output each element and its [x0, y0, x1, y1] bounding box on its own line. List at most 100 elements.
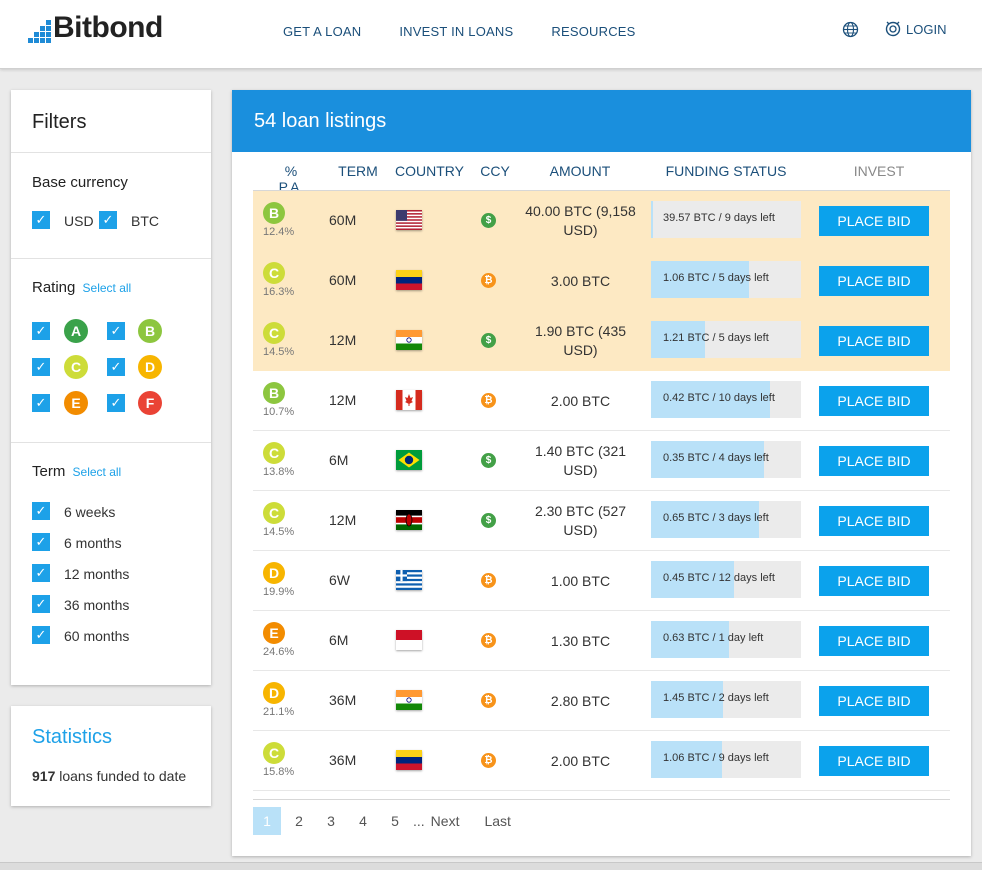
funding-status-text: 0.63 BTC / 1 day left — [663, 632, 764, 644]
funding-status-text: 0.35 BTC / 4 days left — [663, 452, 769, 464]
loans-funded-count: 917 — [32, 768, 56, 784]
table-row: E 24.6% 6M ₿ 1.30 BTC 0.63 BTC / 1 day left PL… — [253, 611, 950, 671]
loan-amount: 2.00 BTC — [550, 752, 611, 769]
table-row: B 12.4% 60M $40.00 BTC (9,158 USD) 39.57 BTC… — [253, 191, 950, 251]
term-title-text: Term — [32, 463, 66, 480]
col-funding-status[interactable]: FUNDING STATUS — [665, 163, 787, 179]
checkbox-rating-e[interactable]: ✓ — [32, 394, 50, 412]
page-3-link[interactable]: 3 — [327, 813, 335, 829]
term-label: 6 weeks — [64, 504, 116, 520]
funding-progress-bar: 0.63 BTC / 1 day left — [651, 621, 801, 658]
rating-select-all[interactable]: Select all — [82, 281, 132, 295]
btc-currency-icon: ₿ — [481, 633, 496, 648]
loan-term: 36M — [329, 752, 357, 768]
loan-amount: 2.00 BTC — [550, 392, 611, 409]
place-bid-button[interactable]: PLACE BID — [819, 566, 929, 596]
loan-amount: 1.90 BTC (435 USD) — [534, 323, 627, 358]
listings-panel: 54 loan listings % P.A. TERM COUNTRY CCY… — [232, 90, 971, 856]
login-button[interactable]: LOGIN — [885, 21, 946, 37]
main-nav: GET A LOAN INVEST IN LOANS RESOURCES — [283, 24, 636, 39]
funding-status-text: 0.65 BTC / 3 days left — [663, 512, 769, 524]
checkbox-term-60-months[interactable]: ✓ — [32, 626, 50, 644]
rating-badge-b: B — [138, 319, 162, 343]
page-2-link[interactable]: 2 — [295, 813, 303, 829]
loan-amount: 40.00 BTC (9,158 USD) — [525, 203, 636, 238]
loan-amount: 1.40 BTC (321 USD) — [534, 443, 627, 478]
term-label: 60 months — [64, 628, 130, 644]
top-header: Bitbond GET A LOAN INVEST IN LOANS RESOU… — [0, 0, 982, 69]
nav-resources[interactable]: RESOURCES — [551, 24, 636, 39]
divider — [11, 442, 211, 443]
grade-badge: C — [263, 502, 285, 524]
place-bid-button[interactable]: PLACE BID — [819, 506, 929, 536]
place-bid-button[interactable]: PLACE BID — [819, 686, 929, 716]
checkbox-rating-b[interactable]: ✓ — [107, 322, 125, 340]
place-bid-button[interactable]: PLACE BID — [819, 386, 929, 416]
nav-get-a-loan[interactable]: GET A LOAN — [283, 24, 362, 39]
checkbox-btc[interactable]: ✓ — [99, 211, 117, 229]
funding-progress-fill — [651, 561, 734, 598]
checkbox-term-12-months[interactable]: ✓ — [32, 564, 50, 582]
grade-badge: C — [263, 322, 285, 344]
page-1-link[interactable]: 1 — [253, 807, 281, 835]
funding-progress-bar: 39.57 BTC / 9 days left — [651, 201, 801, 238]
loan-term: 36M — [329, 692, 357, 708]
place-bid-button[interactable]: PLACE BID — [819, 626, 929, 656]
usd-currency-icon: $ — [481, 513, 496, 528]
place-bid-button[interactable]: PLACE BID — [819, 326, 929, 356]
page-5-link[interactable]: 5 — [391, 813, 399, 829]
rating-badge-f: F — [138, 391, 162, 415]
loan-term: 12M — [329, 392, 357, 408]
funding-progress-bar: 0.42 BTC / 10 days left — [651, 381, 801, 418]
bitbond-logo[interactable]: Bitbond — [28, 12, 163, 44]
table-row: C 14.5% 12M $2.30 BTC (527 USD) 0.65 BTC / 3… — [253, 491, 950, 551]
loan-amount: 3.00 BTC — [550, 272, 611, 289]
loan-amount: 2.80 BTC — [550, 692, 611, 709]
checkbox-term-6-months[interactable]: ✓ — [32, 533, 50, 551]
interest-rate: 14.5% — [263, 346, 295, 358]
checkbox-usd[interactable]: ✓ — [32, 211, 50, 229]
country-flag-icon — [396, 750, 422, 770]
col-term[interactable]: TERM — [338, 163, 378, 179]
funding-progress-fill — [651, 741, 722, 778]
country-flag-icon — [396, 270, 422, 290]
loan-term: 6M — [329, 452, 349, 468]
checkbox-term-36-months[interactable]: ✓ — [32, 595, 50, 613]
place-bid-button[interactable]: PLACE BID — [819, 446, 929, 476]
checkbox-rating-d[interactable]: ✓ — [107, 358, 125, 376]
col-country[interactable]: COUNTRY — [395, 163, 464, 179]
place-bid-button[interactable]: PLACE BID — [819, 266, 929, 296]
funding-progress-bar: 0.35 BTC / 4 days left — [651, 441, 801, 478]
country-flag-icon — [396, 510, 422, 530]
pager-divider — [253, 799, 950, 800]
table-row: D 19.9% 6W ₿ 1.00 BTC 0.45 BTC / 12 days left… — [253, 551, 950, 611]
statistics-text: 917 loans funded to date — [32, 768, 186, 784]
country-flag-icon — [396, 630, 422, 650]
page-4-link[interactable]: 4 — [359, 813, 367, 829]
pagination: 1 2 3 4 5 ... Next Last — [253, 807, 511, 835]
place-bid-button[interactable]: PLACE BID — [819, 206, 929, 236]
col-amount[interactable]: AMOUNT — [549, 163, 611, 179]
nav-invest-in-loans[interactable]: INVEST IN LOANS — [399, 24, 514, 39]
grade-badge: B — [263, 382, 285, 404]
next-page-link[interactable]: Next — [430, 813, 460, 829]
globe-icon[interactable] — [842, 21, 859, 38]
btc-currency-icon: ₿ — [481, 573, 496, 588]
checkbox-rating-f[interactable]: ✓ — [107, 394, 125, 412]
table-row: C 13.8% 6M $1.40 BTC (321 USD) 0.35 BTC / 4 … — [253, 431, 950, 491]
last-page-link[interactable]: Last — [484, 813, 511, 829]
funding-progress-fill — [651, 441, 764, 478]
checkbox-term-6-weeks[interactable]: ✓ — [32, 502, 50, 520]
rating-title-text: Rating — [32, 279, 76, 296]
checkbox-rating-c[interactable]: ✓ — [32, 358, 50, 376]
btc-currency-icon: ₿ — [481, 693, 496, 708]
term-select-all[interactable]: Select all — [72, 465, 122, 479]
place-bid-button[interactable]: PLACE BID — [819, 746, 929, 776]
interest-rate: 16.3% — [263, 286, 295, 298]
filters-title: Filters — [32, 111, 87, 133]
col-ccy[interactable]: CCY — [480, 163, 510, 179]
checkbox-rating-a[interactable]: ✓ — [32, 322, 50, 340]
funding-progress-bar: 0.45 BTC / 12 days left — [651, 561, 801, 598]
country-flag-icon — [396, 450, 422, 470]
interest-rate: 13.8% — [263, 466, 295, 478]
